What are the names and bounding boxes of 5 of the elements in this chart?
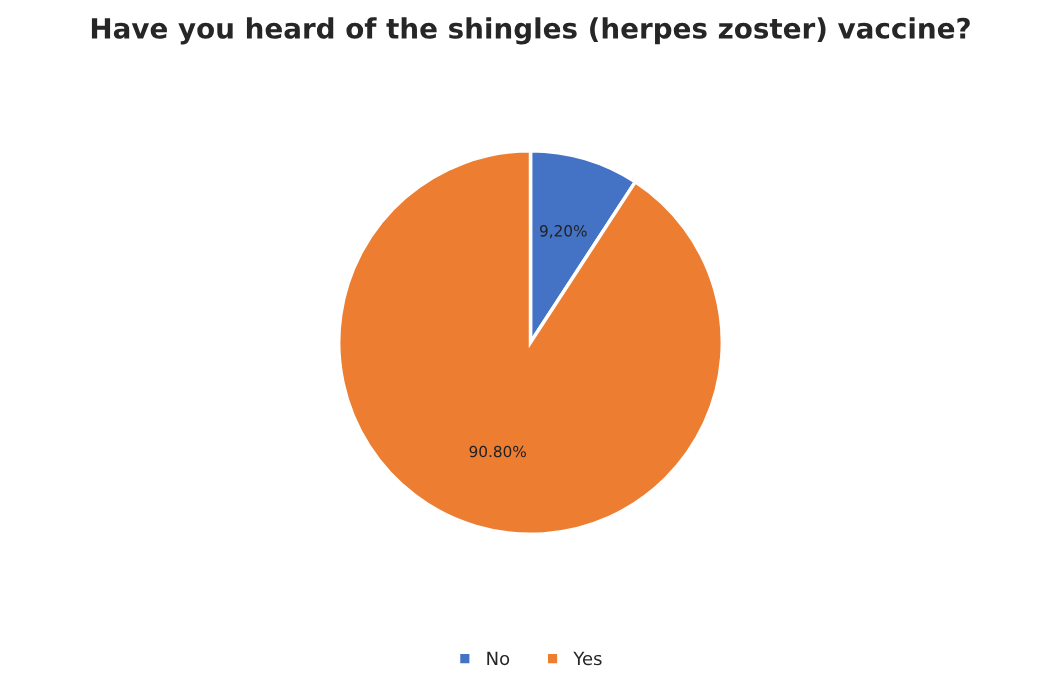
chart-title: Have you heard of the shingles (herpes zoster) vaccine? <box>91 17 970 45</box>
data-label: 9,20% <box>540 225 587 239</box>
data-label: 90.80% <box>469 445 526 458</box>
legend-label: Yes <box>573 651 602 666</box>
legend-label: No <box>487 651 510 666</box>
